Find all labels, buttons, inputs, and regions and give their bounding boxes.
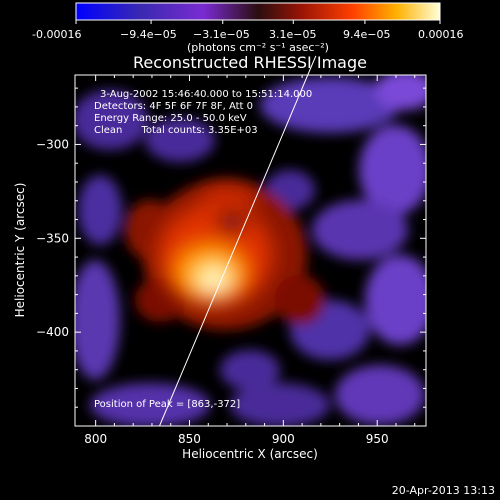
footer-timestamp: 20-Apr-2013 13:13 bbox=[392, 484, 495, 497]
y-tick-label: −400 bbox=[36, 325, 69, 339]
colorbar-tick-5: 0.00016 bbox=[418, 28, 464, 41]
annotation-energy: Energy Range: 25.0 - 50.0 keV bbox=[94, 113, 247, 124]
x-tick-label: 950 bbox=[366, 432, 389, 446]
colorbar-units: (photons cm⁻² s⁻¹ asec⁻²) bbox=[187, 41, 329, 54]
colorbar bbox=[75, 2, 441, 21]
x-tick-label: 900 bbox=[272, 432, 295, 446]
x-tick-label: 850 bbox=[178, 432, 201, 446]
colorbar-tick-1: −9.4e−05 bbox=[120, 28, 177, 41]
heatmap-image bbox=[75, 75, 426, 426]
annotation-detectors: Detectors: 4F 5F 6F 7F 8F, Att 0 bbox=[94, 101, 253, 112]
colorbar-ticks bbox=[75, 20, 441, 24]
plot-frame bbox=[74, 74, 427, 427]
annotation-peak: Position of Peak = [863,-372] bbox=[94, 399, 240, 410]
x-axis-label: Heliocentric X (arcsec) bbox=[182, 447, 318, 461]
y-tick-label: −350 bbox=[36, 231, 69, 245]
colorbar-tick-3: 3.1e−05 bbox=[269, 28, 316, 41]
solar-limb-line bbox=[159, 55, 317, 427]
x-axis-ticks: 800 850 900 950 bbox=[84, 75, 416, 446]
y-axis-label: Heliocentric Y (arcsec) bbox=[13, 183, 27, 318]
annotation-method: Clean Total counts: 3.35E+03 bbox=[94, 125, 258, 136]
colorbar-tick-2: −3.1e−05 bbox=[193, 28, 250, 41]
y-axis-ticks: −300 −350 −400 bbox=[36, 87, 426, 408]
colorbar-tick-0: -0.00016 bbox=[32, 28, 81, 41]
y-tick-label: −300 bbox=[36, 137, 69, 151]
colorbar-tick-4: 9.4e−05 bbox=[343, 28, 390, 41]
x-tick-label: 800 bbox=[84, 432, 107, 446]
chart-title: Reconstructed RHESSI Image bbox=[133, 53, 367, 72]
annotation-time-range: 3-Aug-2002 15:46:40.000 to 15:51:14.000 bbox=[100, 89, 312, 100]
